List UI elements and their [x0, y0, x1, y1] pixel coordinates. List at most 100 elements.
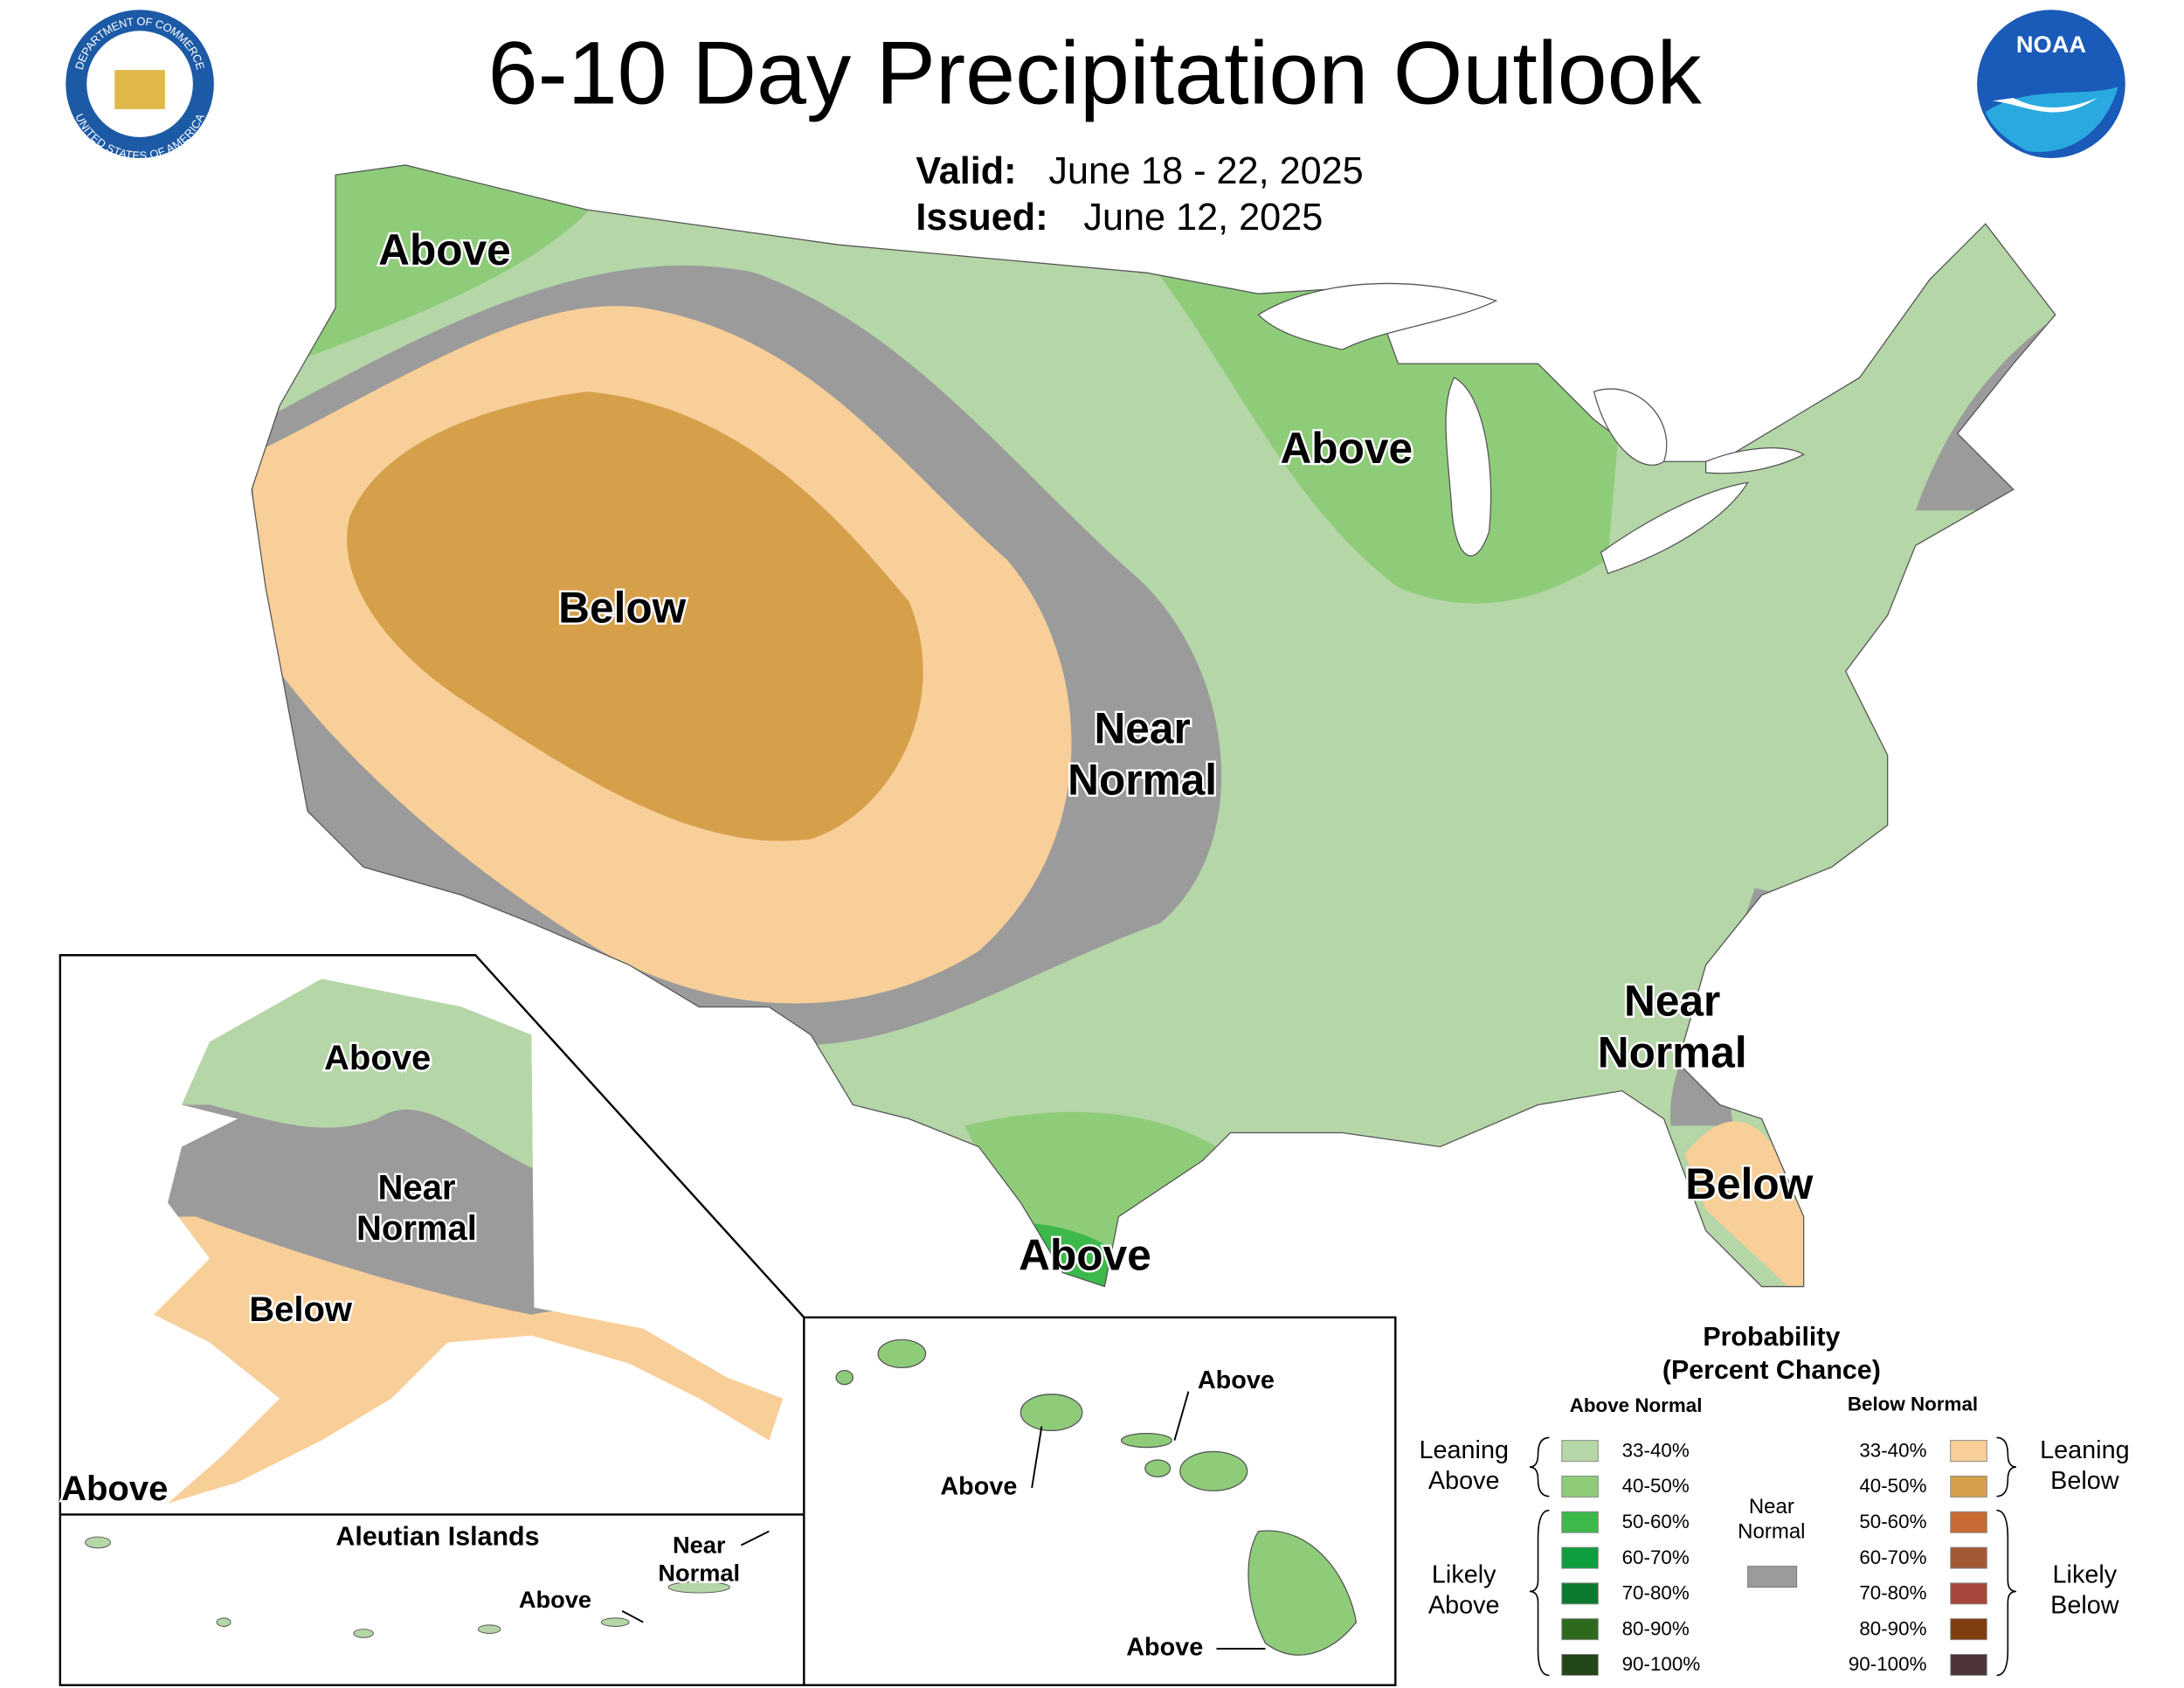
region-above-40: [964, 1111, 1217, 1287]
great-lakes: [1257, 282, 1805, 575]
inset-title: Aleutian Islands: [335, 1522, 539, 1552]
region-label: Normal: [1068, 755, 1217, 804]
leader-lines: [621, 1391, 1266, 1650]
inset-frames: [59, 954, 1397, 1686]
region-label: Near: [673, 1531, 726, 1558]
region-label: Normal: [356, 1209, 477, 1248]
title: 6-10 Day Precipitation Outlook: [488, 22, 1703, 122]
region-label: Above: [519, 1586, 591, 1613]
lake: [1445, 377, 1492, 557]
commerce-seal: DEPARTMENT OF COMMERCE UNITED STATES OF …: [66, 10, 214, 163]
region-label: Above: [1280, 424, 1413, 473]
region-label: Below: [249, 1290, 353, 1329]
legend-label: 70-80%: [1859, 1582, 1926, 1604]
legend-label: 50-60%: [1622, 1511, 1690, 1532]
legend-heading: Above Normal: [1570, 1394, 1703, 1416]
island: [877, 1339, 927, 1369]
issued-date: June 12, 2025: [1083, 197, 1323, 239]
legend-label: Normal: [1738, 1520, 1805, 1544]
island: [477, 1624, 501, 1634]
legend-heading: Below Normal: [1848, 1394, 1978, 1415]
legend-label: 40-50%: [1859, 1475, 1926, 1497]
legend-swatch: [1561, 1440, 1599, 1463]
legend-group: Above: [1428, 1467, 1500, 1495]
legend-swatch: [1747, 1566, 1798, 1588]
legend-label: 60-70%: [1622, 1546, 1690, 1568]
legend-swatch: [1950, 1582, 1987, 1605]
legend-group: Above: [1428, 1592, 1500, 1620]
region-label: Above: [940, 1473, 1017, 1501]
legend-swatch: [1561, 1582, 1599, 1605]
lake: [1600, 481, 1749, 575]
lake: [1593, 388, 1668, 466]
island: [1248, 1530, 1358, 1656]
legend-braces: [1529, 1436, 2016, 1677]
legend-label: 90-100%: [1622, 1653, 1701, 1675]
island: [85, 1536, 111, 1549]
island: [1120, 1432, 1172, 1449]
legend-label: 90-100%: [1849, 1653, 1927, 1675]
legend-label: 80-90%: [1622, 1617, 1690, 1639]
legend-group: Likely: [1432, 1560, 1496, 1588]
legend-swatch: [1561, 1511, 1599, 1533]
legend-group: Likely: [2053, 1560, 2118, 1588]
noaa-logo: NOAA: [1977, 10, 2125, 158]
region-leaning-below: [1684, 1121, 1811, 1287]
noaa-bird: [1992, 98, 2098, 113]
legend-label: 60-70%: [1859, 1546, 1926, 1568]
island: [600, 1617, 630, 1627]
region-label: Near: [1624, 976, 1720, 1025]
aleutian-islands: [85, 1536, 730, 1638]
region-label: Above: [61, 1470, 168, 1508]
valid-label: Valid:: [916, 150, 1016, 192]
legend-swatch: [1950, 1440, 1987, 1463]
legend-swatch: [1950, 1475, 1987, 1498]
legend-swatch: [1561, 1475, 1599, 1498]
legend-title: Probability: [1703, 1322, 1840, 1352]
island: [1019, 1394, 1083, 1432]
island: [1144, 1459, 1171, 1477]
legend-swatch: [1950, 1618, 1987, 1641]
legend-group: Below: [2050, 1467, 2119, 1495]
hawaii-islands: [835, 1339, 1358, 1656]
region-label: Above: [378, 225, 511, 274]
legend-swatch: [1561, 1546, 1599, 1569]
island: [353, 1629, 374, 1638]
legend-label: 33-40%: [1859, 1439, 1926, 1461]
island: [216, 1617, 232, 1627]
lake: [1704, 447, 1805, 474]
legend-label: 50-60%: [1859, 1511, 1926, 1532]
legend-label: 40-50%: [1622, 1475, 1690, 1497]
region-label: Below: [1685, 1159, 1814, 1208]
region-label: Above: [324, 1039, 431, 1077]
region-label: Normal: [658, 1559, 740, 1586]
island: [667, 1581, 730, 1594]
legend-swatch: [1950, 1511, 1987, 1533]
seal-shield: [114, 70, 165, 109]
region-label: Above: [1019, 1231, 1151, 1280]
legend-subtitle: (Percent Chance): [1662, 1355, 1881, 1385]
region-below-40: [347, 391, 923, 841]
valid-dates: June 18 - 22, 2025: [1048, 150, 1363, 192]
legend-swatch: [1561, 1654, 1599, 1676]
legend-group: Leaning: [2040, 1436, 2130, 1464]
lake: [1257, 282, 1498, 350]
region-label: Normal: [1598, 1028, 1747, 1077]
legend-label: 33-40%: [1622, 1439, 1690, 1461]
legend-label: 80-90%: [1859, 1617, 1926, 1639]
noaa-text: NOAA: [2016, 31, 2086, 58]
legend-swatch: [1561, 1618, 1599, 1641]
legend-label: Near: [1749, 1495, 1794, 1519]
legend-group: Leaning: [1419, 1436, 1509, 1464]
region-label: Above: [1198, 1366, 1275, 1394]
legend-swatch: [1950, 1654, 1987, 1676]
region-label: Below: [558, 584, 687, 633]
issued-label: Issued:: [916, 197, 1047, 239]
region-label: Above: [1126, 1634, 1203, 1662]
island: [835, 1369, 854, 1386]
region-label: Near: [377, 1169, 455, 1207]
legend-swatch: [1950, 1546, 1987, 1569]
